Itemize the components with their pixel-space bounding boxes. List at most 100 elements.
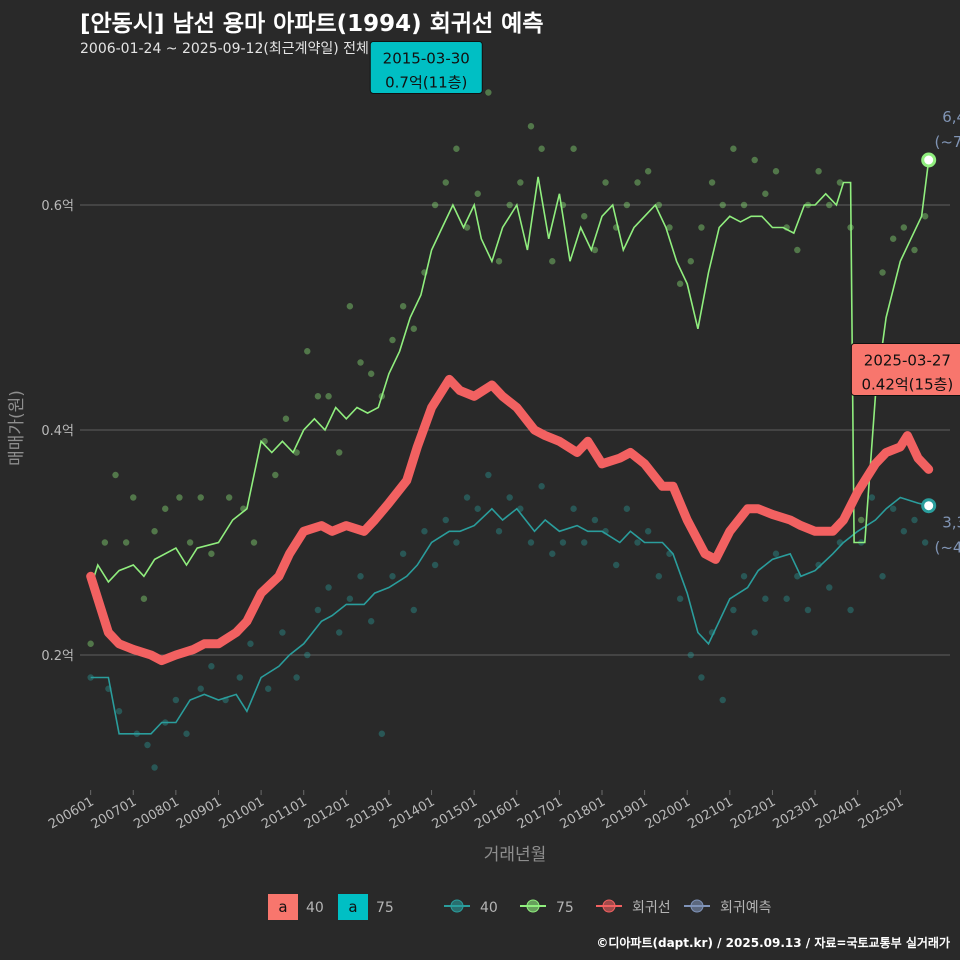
scatter-point-75 [336, 449, 343, 456]
scatter-point-75 [453, 145, 460, 152]
scatter-point-40 [581, 539, 588, 546]
scatter-point-75 [879, 269, 886, 276]
x-tick-label: 200901 [174, 794, 224, 832]
legend-label-line-40: 40 [480, 900, 498, 916]
scatter-point-40 [421, 528, 428, 535]
scatter-point-40 [453, 539, 460, 546]
scatter-point-75 [272, 471, 279, 479]
scatter-point-75 [101, 539, 109, 546]
scatter-point-40 [506, 494, 513, 501]
scatter-point-75 [687, 258, 694, 265]
scatter-point-75 [250, 539, 258, 546]
callout-value: 0.7억(11층) [385, 74, 467, 92]
scatter-point-40 [247, 640, 254, 647]
scatter-point-40 [911, 516, 918, 524]
callout-box [369, 41, 483, 94]
scatter-point-75 [474, 190, 481, 197]
end-marker-40 [921, 498, 937, 514]
scatter-point-75 [442, 179, 449, 186]
series-line-75 [89, 159, 930, 588]
x-tick-label: 201401 [387, 794, 437, 832]
scatter-point-40 [87, 674, 94, 681]
scatter-point-75 [282, 415, 290, 422]
scatter-point-40 [208, 663, 215, 670]
scatter-point-75 [112, 471, 119, 479]
scatter-point-40 [115, 708, 123, 715]
scatter-point-40 [783, 595, 790, 602]
x-tick-label: 202301 [771, 794, 821, 832]
scatter-point-75 [463, 224, 471, 231]
page-title: [안동시] 남선 용마 아파트(1994) 회귀선 예측 [80, 11, 544, 37]
scatter-point-75 [176, 494, 183, 501]
scatter-point-75 [730, 145, 737, 152]
scatter-point-75 [506, 201, 513, 209]
scatter-point-40 [172, 696, 180, 704]
end-value-label-75: 6,400 [942, 108, 960, 126]
scatter-point-75 [485, 89, 492, 96]
scatter-point-75 [527, 123, 535, 130]
scatter-point-75 [644, 168, 652, 175]
scatter-point-75 [740, 201, 748, 209]
scatter-point-75 [304, 348, 311, 355]
callout-date: 2015-03-30 [383, 50, 470, 68]
legend-swatch-key: a [278, 898, 287, 916]
scatter-point-75 [602, 179, 609, 186]
scatter-point-75 [815, 168, 822, 175]
x-tick-label: 200701 [89, 794, 139, 832]
scatter-point-40 [730, 606, 737, 614]
scatter-point-40 [570, 505, 577, 512]
scatter-point-40 [197, 685, 204, 692]
scatter-point-75 [325, 393, 332, 400]
x-tick-label: 201001 [217, 794, 267, 832]
grid-layer [80, 204, 950, 656]
scatter-point-40 [740, 573, 748, 580]
scatter-point-40 [495, 528, 503, 535]
callout-value: 0.42억(15층) [861, 376, 953, 394]
scatter-point-75 [900, 224, 908, 231]
scatter-point-40 [655, 573, 663, 580]
scatter-point-75 [538, 145, 545, 152]
end-area-label-75: (~75㎡) [935, 133, 960, 151]
scatter-point-40 [279, 629, 286, 636]
scatter-point-40 [623, 505, 631, 512]
scatter-point-40 [304, 651, 311, 659]
scatter-point-40 [399, 550, 407, 557]
scatter-point-40 [879, 573, 886, 580]
scatter-point-40 [549, 550, 556, 557]
y-tick-label: 0.6억 [41, 199, 74, 214]
scatter-point-75 [293, 449, 300, 456]
x-tick-label: 201101 [259, 794, 309, 832]
scatter-point-75 [549, 258, 556, 265]
x-tick-label: 202001 [643, 794, 693, 832]
scatter-point-40 [676, 595, 684, 602]
scatter-point-40 [591, 516, 599, 524]
scatter-point-40 [474, 505, 481, 512]
scatter-point-75 [495, 258, 503, 265]
legend-swatch-fill-40 [268, 894, 298, 920]
scatter-point-75 [87, 640, 94, 647]
scatter-point-40 [687, 651, 694, 659]
legend-dot-회귀예측 [690, 899, 704, 913]
scatter-point-75 [197, 494, 204, 501]
x-tick-label: 201301 [344, 794, 394, 832]
x-tick-label: 200801 [131, 794, 181, 832]
scatter-point-40 [389, 573, 396, 580]
scatter-point-40 [346, 595, 354, 602]
x-tick-label: 202501 [856, 794, 906, 832]
legend-label-line-75: 75 [556, 900, 574, 916]
scatter-point-40 [431, 561, 439, 569]
lines-layer [86, 159, 934, 735]
scatter-point-40 [826, 584, 833, 591]
legend-dot-회귀선 [602, 899, 616, 913]
end-value-label-40: 3,327 [942, 514, 960, 532]
scatter-point-75 [431, 201, 439, 209]
scatter-point-40 [336, 629, 343, 636]
x-tick-label: 201201 [302, 794, 352, 832]
scatter-point-40 [485, 471, 492, 479]
scatter-point-40 [889, 505, 897, 512]
callout-date: 2025-03-27 [864, 352, 951, 370]
scatter-point-75 [314, 393, 322, 400]
scatter-point-40 [378, 730, 386, 737]
scatter-point-75 [140, 595, 148, 602]
